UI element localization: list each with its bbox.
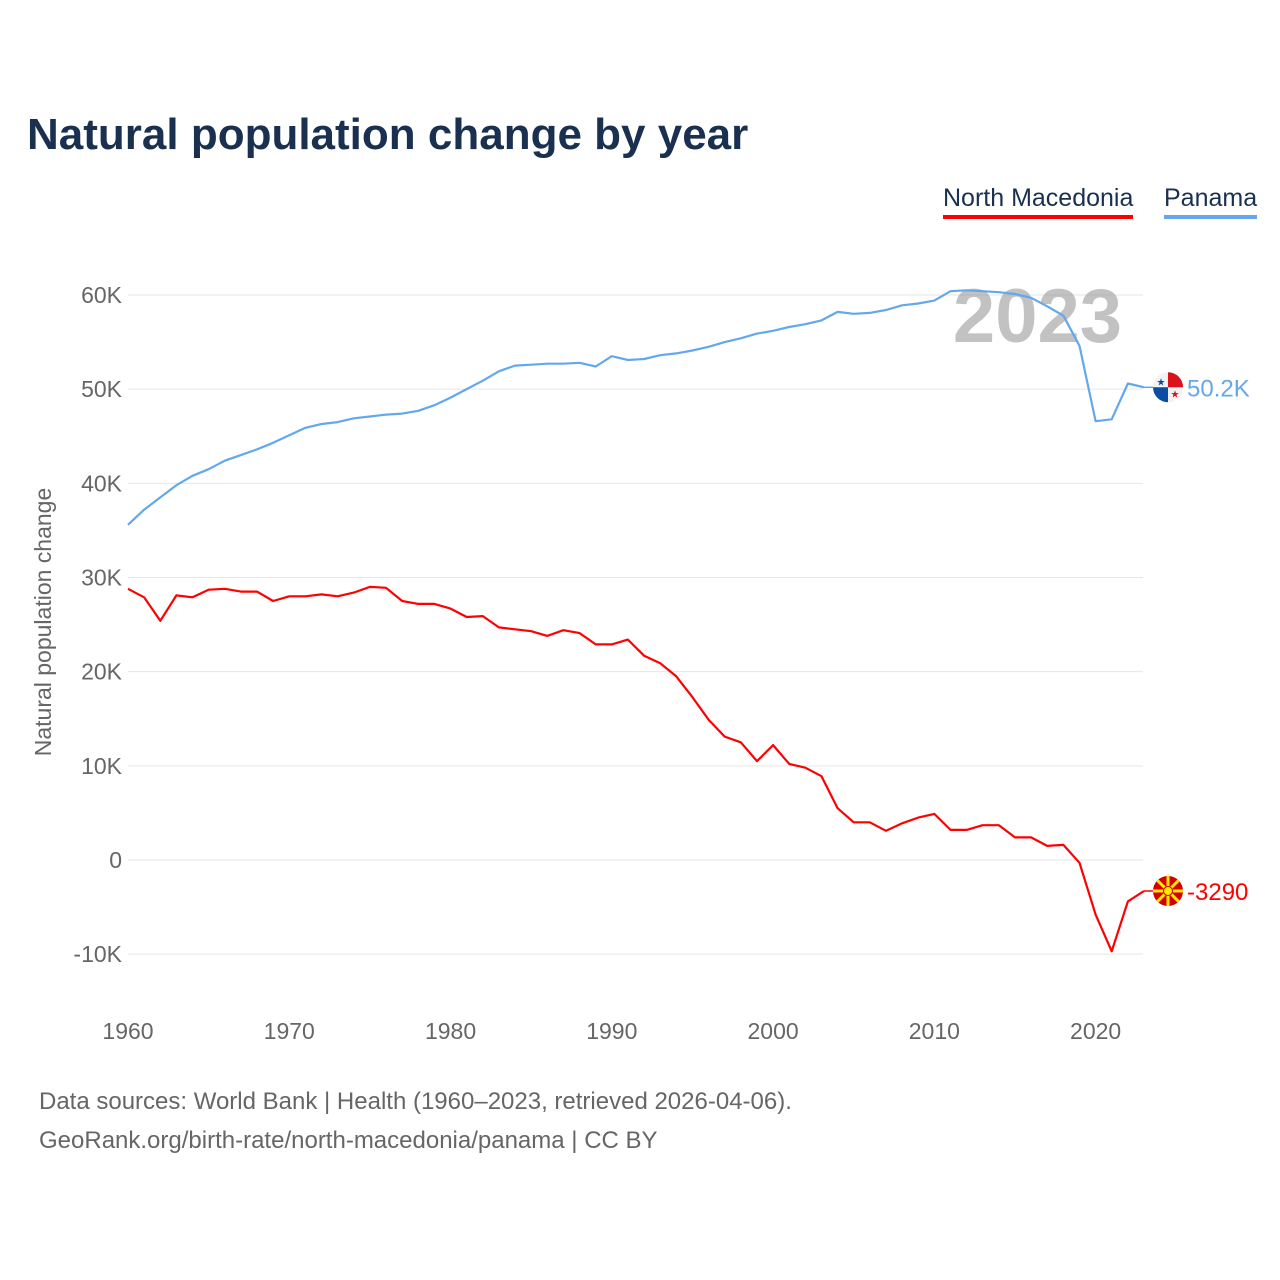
y-tick-label: 0 xyxy=(109,847,122,873)
y-tick-label: 20K xyxy=(81,659,123,685)
footer-credit: GeoRank.org/birth-rate/north-macedonia/p… xyxy=(39,1127,658,1154)
north-macedonia-flag-icon xyxy=(1153,875,1183,906)
y-tick-label: 30K xyxy=(81,564,123,590)
svg-text:★: ★ xyxy=(1171,389,1180,400)
chart-title: Natural population change by year xyxy=(27,110,749,159)
x-tick-label: 1990 xyxy=(586,1018,637,1044)
y-tick-label: 50K xyxy=(81,376,123,402)
x-tick-label: 1980 xyxy=(425,1018,476,1044)
series-line-panama xyxy=(127,289,1145,526)
y-tick-label: 10K xyxy=(81,753,123,779)
end-value-label: 50.2K xyxy=(1187,375,1250,402)
x-tick-label: 2020 xyxy=(1070,1018,1121,1044)
y-tick-label: 40K xyxy=(81,470,123,496)
svg-text:★: ★ xyxy=(1157,377,1166,388)
panama-flag-icon: ★★ xyxy=(1153,372,1183,403)
y-tick-label: 60K xyxy=(81,282,123,308)
legend-north-macedonia[interactable]: North Macedonia xyxy=(943,184,1134,219)
legend-panama[interactable]: Panama xyxy=(1164,184,1258,219)
x-tick-label: 1970 xyxy=(264,1018,315,1044)
year-overlay: 2023 xyxy=(953,274,1122,359)
y-axis-label: Natural population change xyxy=(30,488,56,757)
y-tick-label: -10K xyxy=(73,941,122,967)
x-tick-label: 2010 xyxy=(909,1018,960,1044)
x-tick-label: 2000 xyxy=(747,1018,798,1044)
footer-sources: Data sources: World Bank | Health (1960–… xyxy=(39,1088,792,1115)
end-value-label: -3290 xyxy=(1187,879,1248,906)
x-tick-label: 1960 xyxy=(102,1018,153,1044)
series-line-north-macedonia xyxy=(127,585,1145,953)
